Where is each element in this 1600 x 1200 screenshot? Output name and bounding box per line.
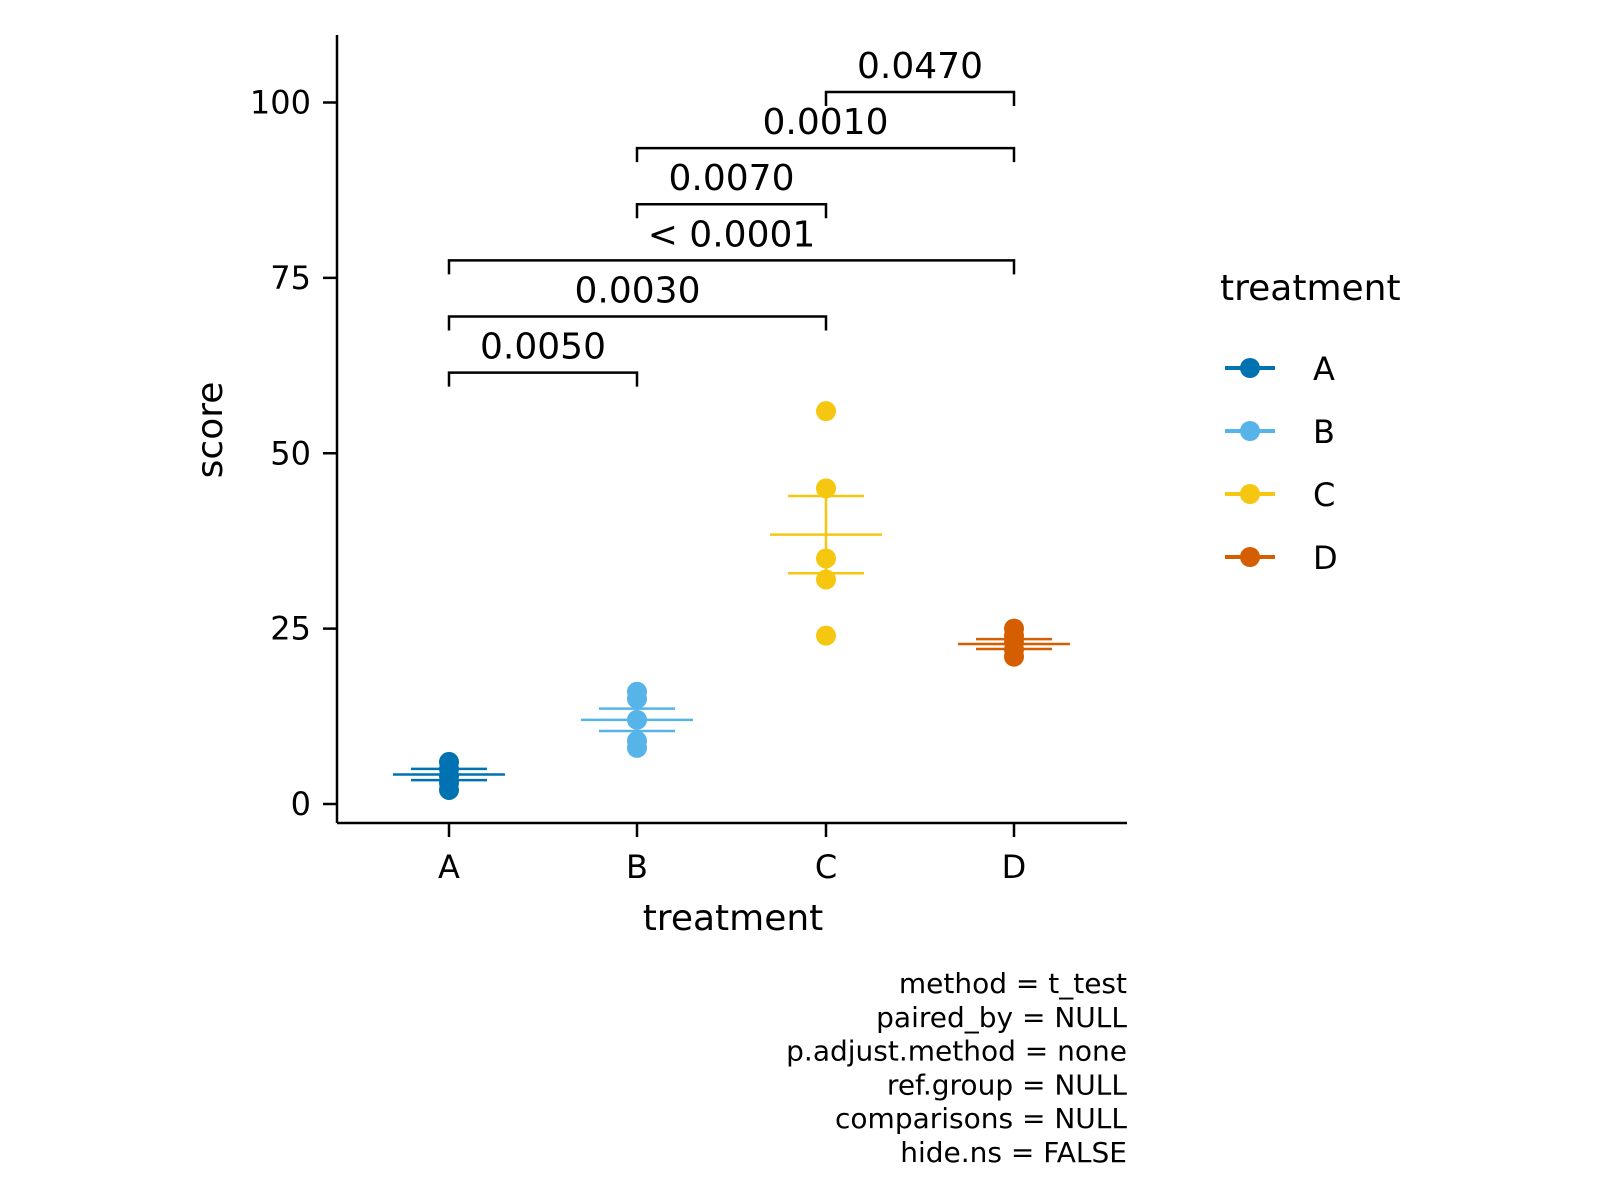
caption-line: comparisons = NULL: [835, 1102, 1127, 1135]
p-value-label: < 0.0001: [648, 214, 816, 255]
legend-label: B: [1313, 413, 1335, 451]
data-point: [816, 569, 836, 590]
x-axis-title: treatment: [643, 898, 824, 939]
x-tick-label: B: [626, 848, 648, 886]
p-value-label: 0.0050: [480, 327, 606, 368]
x-axis: A B C D: [337, 821, 1127, 886]
data-point: [627, 681, 647, 702]
p-value-label: 0.0030: [575, 270, 701, 311]
x-tick-label: D: [1002, 848, 1027, 886]
data-point: [816, 548, 836, 569]
legend-key-point: [1240, 421, 1260, 441]
x-tick-label: C: [815, 848, 837, 886]
comparison-bracket: [447, 371, 639, 387]
legend-key-point: [1240, 484, 1260, 504]
p-value-label: 0.0010: [763, 102, 889, 143]
p-value-label: 0.0470: [857, 46, 983, 87]
caption-line: method = t_test: [899, 967, 1127, 1000]
legend-key-point: [1240, 358, 1260, 378]
comparison-bracket: [447, 315, 828, 331]
comparison-bracket: [824, 90, 1016, 106]
legend-label: A: [1313, 350, 1335, 388]
data-point: [439, 751, 459, 772]
comparison-bracket: [635, 146, 1016, 163]
data-point: [1004, 618, 1024, 639]
caption-line: ref.group = NULL: [887, 1068, 1127, 1101]
y-axis: 0 25 50 75 100: [250, 35, 339, 823]
y-tick-label: 75: [270, 259, 311, 297]
data-point: [816, 478, 836, 499]
y-tick-label: 0: [291, 785, 311, 823]
data-point: [816, 625, 836, 646]
legend-label: C: [1313, 476, 1335, 514]
comparison-bracket: [447, 259, 1016, 275]
caption-line: hide.ns = FALSE: [900, 1136, 1127, 1169]
comparison-bracket: [635, 202, 828, 219]
caption-line: p.adjust.method = none: [786, 1035, 1127, 1068]
caption-line: paired_by = NULL: [876, 1001, 1127, 1034]
legend-title: treatment: [1220, 268, 1401, 309]
legend-key-point: [1240, 547, 1260, 567]
data-point: [627, 709, 647, 730]
y-tick-label: 25: [270, 610, 311, 648]
legend-label: D: [1313, 539, 1338, 577]
plot-area: 0.0050 0.0030 < 0.0001 0.0070 0.0010 0.0470: [393, 46, 1070, 800]
x-tick-label: A: [438, 848, 460, 886]
y-tick-label: 100: [250, 84, 311, 122]
data-point: [627, 730, 647, 751]
y-axis-title: score: [190, 382, 231, 479]
y-tick-label: 50: [270, 434, 311, 472]
p-value-label: 0.0070: [669, 158, 795, 199]
data-point: [816, 401, 836, 422]
